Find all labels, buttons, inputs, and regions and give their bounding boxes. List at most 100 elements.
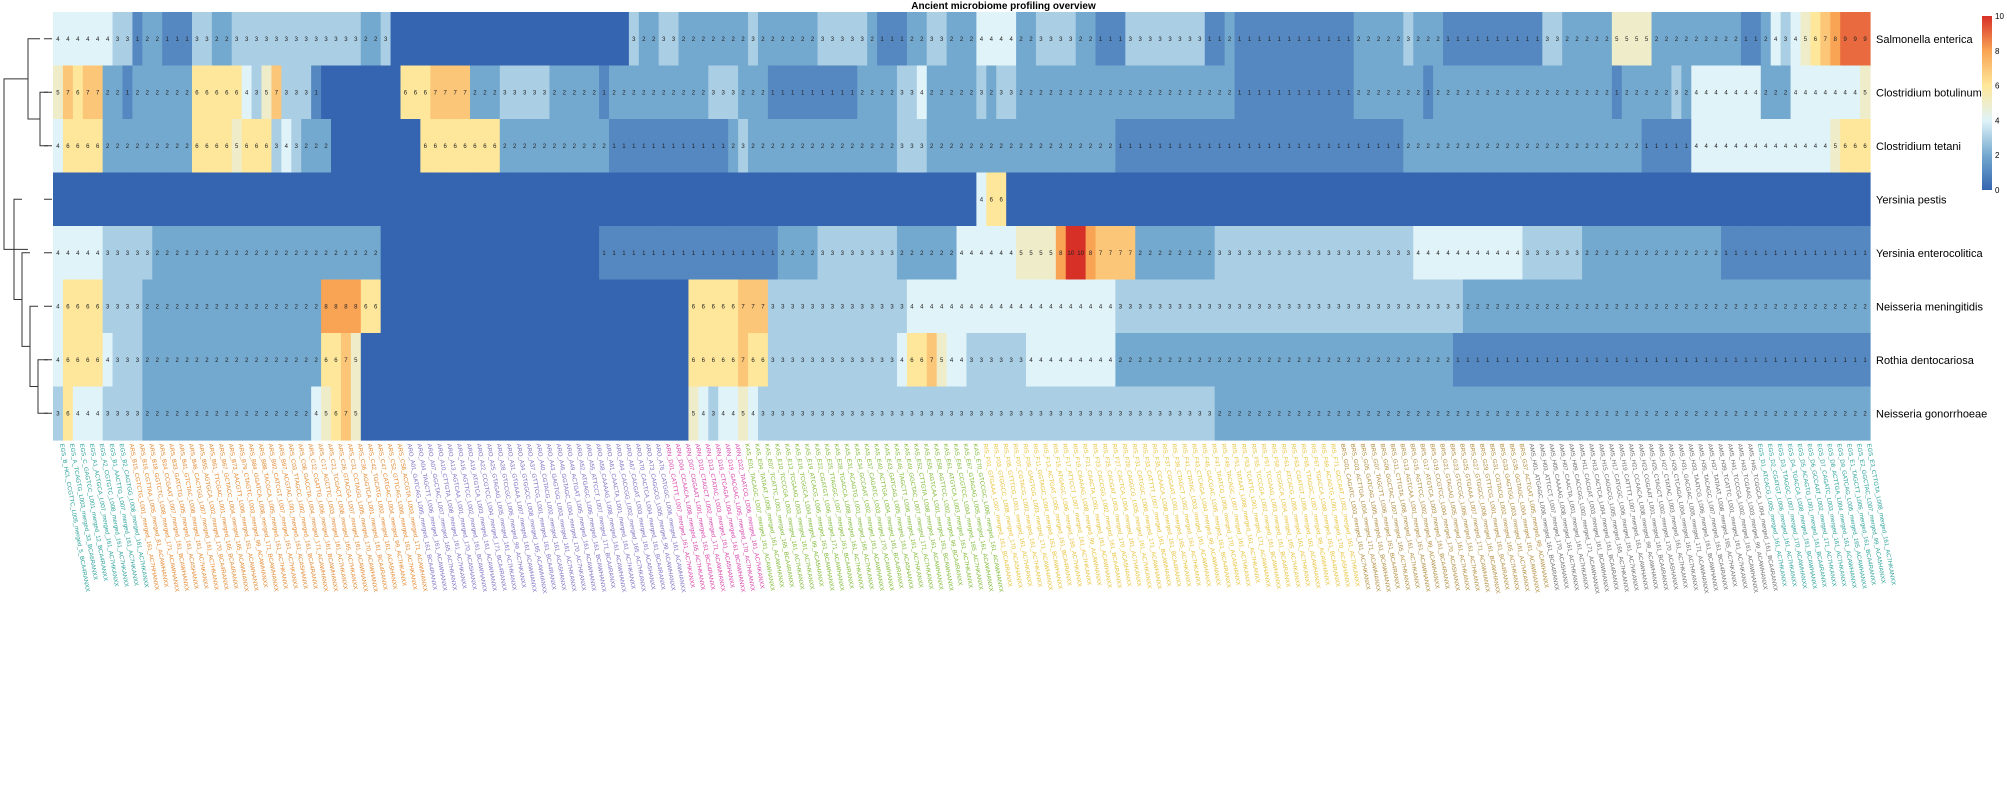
heatmap-cell — [1433, 172, 1444, 227]
heatmap-cell — [1294, 12, 1305, 67]
cell-value-label: 2 — [1178, 251, 1182, 257]
cell-value-label: 2 — [1446, 358, 1450, 364]
heatmap-cell — [797, 226, 809, 281]
heatmap-cell — [1045, 226, 1057, 281]
heatmap-cell — [916, 119, 928, 174]
heatmap-cell — [370, 333, 382, 388]
cell-value-label: 3 — [841, 251, 845, 257]
heatmap-cell — [678, 386, 690, 441]
heatmap-cell — [470, 333, 481, 388]
cell-value-label: 6 — [910, 358, 914, 364]
cell-value-label: 6 — [66, 144, 70, 150]
heatmap-cell — [817, 386, 829, 441]
cell-value-label: 1 — [1724, 358, 1728, 364]
heatmap-cell — [956, 226, 968, 281]
cell-value-label: 2 — [1595, 251, 1599, 257]
heatmap-cell — [1006, 226, 1017, 281]
heatmap-cell — [529, 65, 541, 120]
cell-value-label: 6 — [712, 304, 716, 310]
heatmap-cell — [241, 65, 253, 120]
cell-value-label: 3 — [1208, 304, 1212, 310]
heatmap-cell — [1204, 333, 1216, 388]
cell-value-label: 2 — [1575, 90, 1579, 96]
heatmap-cell — [539, 12, 551, 67]
heatmap-cell — [1492, 172, 1504, 227]
cell-value-label: 2 — [1625, 144, 1629, 150]
heatmap-cell — [1224, 226, 1236, 281]
heatmap-cell — [1482, 65, 1494, 120]
cell-value-label: 2 — [146, 358, 150, 364]
heatmap-cell — [112, 333, 124, 388]
legend-tick-label: 4 — [1995, 116, 2000, 125]
heatmap-cell — [966, 65, 977, 120]
heatmap-cell — [1492, 65, 1504, 120]
cell-value-label: 2 — [1466, 304, 1470, 310]
cell-value-label: 1 — [612, 251, 616, 257]
heatmap-cell — [331, 386, 342, 441]
cell-value-label: 1 — [1784, 251, 1788, 257]
heatmap-cell — [182, 279, 193, 334]
cell-value-label: 6 — [76, 358, 80, 364]
cell-value-label: 5 — [354, 358, 358, 364]
heatmap-cell — [728, 119, 739, 174]
heatmap-cell — [757, 65, 769, 120]
heatmap-cell — [718, 333, 729, 388]
heatmap-cell — [1274, 172, 1285, 227]
heatmap-cell — [1820, 226, 1831, 281]
cell-value-label: 2 — [1456, 144, 1460, 150]
cell-value-label: 3 — [543, 90, 547, 96]
row-label: Yersinia pestis — [1876, 194, 1947, 206]
cell-value-label: 6 — [702, 304, 706, 310]
heatmap-cell — [201, 65, 213, 120]
heatmap-cell — [440, 279, 451, 334]
cell-value-label: 4 — [1794, 37, 1798, 43]
cell-value-label: 2 — [1287, 411, 1291, 417]
heatmap-cell — [847, 386, 858, 441]
heatmap-cell — [1105, 12, 1116, 67]
heatmap-cell — [1105, 386, 1116, 441]
heatmap-cell — [72, 119, 84, 174]
heatmap-cell — [1840, 172, 1851, 227]
cell-value-label: 7 — [66, 90, 70, 96]
heatmap-cell — [1075, 226, 1087, 281]
heatmap-cell — [1264, 119, 1275, 174]
heatmap-cell — [62, 226, 74, 281]
cell-value-label: 3 — [831, 251, 835, 257]
heatmap-cell — [1105, 279, 1116, 334]
cell-value-label: 3 — [861, 411, 865, 417]
heatmap-cell — [718, 172, 729, 227]
cell-value-label: 1 — [1844, 358, 1848, 364]
cell-value-label: 2 — [622, 90, 626, 96]
cell-value-label: 3 — [851, 358, 855, 364]
cell-value-label: 4 — [86, 251, 90, 257]
cell-value-label: 2 — [185, 144, 189, 150]
cell-value-label: 3 — [1307, 251, 1311, 257]
cell-value-label: 1 — [1139, 144, 1143, 150]
cell-value-label: 3 — [910, 144, 914, 150]
cell-value-label: 2 — [195, 411, 199, 417]
cell-value-label: 4 — [56, 358, 60, 364]
cell-value-label: 2 — [225, 251, 229, 257]
heatmap-cell — [1105, 65, 1116, 120]
cell-value-label: 3 — [1417, 304, 1421, 310]
heatmap-cell — [1234, 172, 1246, 227]
cell-value-label: 2 — [1794, 304, 1798, 310]
cell-value-label: 7 — [1099, 251, 1103, 257]
cell-value-label: 3 — [314, 37, 318, 43]
cell-value-label: 2 — [1436, 37, 1440, 43]
heatmap-cell — [340, 226, 352, 281]
heatmap-cell — [400, 119, 412, 174]
heatmap-cell — [1194, 386, 1206, 441]
heatmap-cell — [658, 279, 670, 334]
cell-value-label: 2 — [1556, 144, 1560, 150]
heatmap-cell — [112, 119, 124, 174]
cell-value-label: 3 — [1049, 37, 1053, 43]
cell-value-label: 1 — [1814, 251, 1818, 257]
heatmap-cell — [331, 119, 342, 174]
cell-value-label: 3 — [1129, 37, 1133, 43]
heatmap-cell — [112, 226, 124, 281]
cell-value-label: 6 — [751, 358, 755, 364]
heatmap-cell — [261, 119, 273, 174]
cell-value-label: 3 — [533, 90, 537, 96]
cell-value-label: 2 — [1635, 90, 1639, 96]
